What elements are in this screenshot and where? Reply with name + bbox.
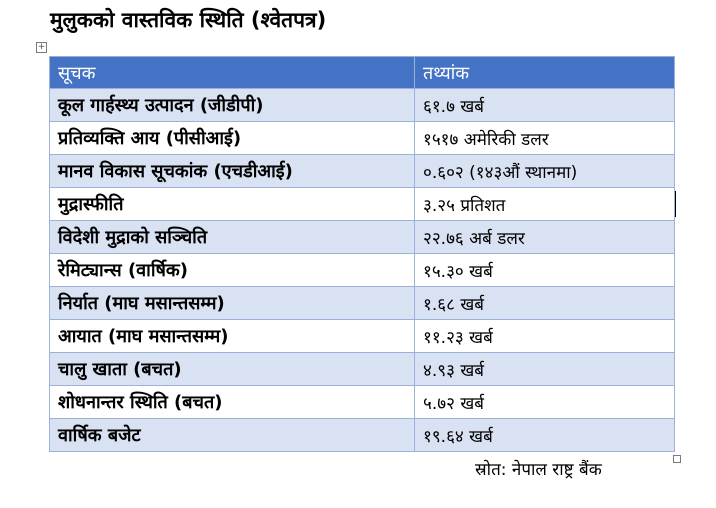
table-row: मुद्रास्फीति ३.२५ प्रतिशत	[49, 187, 675, 221]
table-resize-handle[interactable]	[673, 455, 681, 463]
document-title: मुलुकको वास्तविक स्थिति (श्वेतपत्र)	[50, 8, 327, 32]
row-metric[interactable]: आयात (माघ मसान्तसम्म)	[49, 319, 415, 353]
row-metric[interactable]: रेमिट्यान्स (वार्षिक)	[49, 253, 415, 287]
row-metric[interactable]: निर्यात (माघ मसान्तसम्म)	[49, 286, 415, 320]
table-row: रेमिट्यान्स (वार्षिक) १५.३० खर्ब	[49, 253, 675, 287]
table-header-row: सूचक तथ्यांक	[49, 56, 675, 89]
table-row: प्रतिव्यक्ति आय (पीसीआई) १५१७ अमेरिकी डल…	[49, 121, 675, 155]
source-note: स्रोत: नेपाल राष्ट्र बैंक	[475, 460, 602, 480]
row-metric[interactable]: वार्षिक बजेट	[49, 418, 415, 452]
table-row: मानव विकास सूचकांक (एचडीआई) ०.६०२ (१४३औं…	[49, 154, 675, 188]
row-value[interactable]: २२.७६ अर्ब डलर	[414, 220, 675, 254]
header-indicator: सूचक	[49, 56, 415, 89]
statistics-table: सूचक तथ्यांक कूल गार्हस्थ्य उत्पादन (जीड…	[49, 56, 675, 452]
table-move-handle-icon[interactable]: +	[36, 42, 47, 53]
table-row: कूल गार्हस्थ्य उत्पादन (जीडीपी) ६१.७ खर्…	[49, 88, 675, 122]
row-value[interactable]: ०.६०२ (१४३औं स्थानमा)	[414, 154, 675, 188]
row-metric[interactable]: विदेशी मुद्राको सञ्चिति	[49, 220, 415, 254]
row-metric[interactable]: प्रतिव्यक्ति आय (पीसीआई)	[49, 121, 415, 155]
row-value[interactable]: ११.२३ खर्ब	[414, 319, 675, 353]
row-value[interactable]: १५.३० खर्ब	[414, 253, 675, 287]
row-metric[interactable]: मानव विकास सूचकांक (एचडीआई)	[49, 154, 415, 188]
row-value[interactable]: ५.७२ खर्ब	[414, 385, 675, 419]
text-cursor	[675, 191, 676, 217]
row-metric[interactable]: शोधनान्तर स्थिति (बचत)	[49, 385, 415, 419]
row-value[interactable]: १५१७ अमेरिकी डलर	[414, 121, 675, 155]
row-value[interactable]: ६१.७ खर्ब	[414, 88, 675, 122]
row-metric[interactable]: कूल गार्हस्थ्य उत्पादन (जीडीपी)	[49, 88, 415, 122]
row-metric[interactable]: मुद्रास्फीति	[49, 187, 415, 221]
table-row: वार्षिक बजेट १९.६४ खर्ब	[49, 418, 675, 452]
table-row: चालु खाता (बचत) ४.९३ खर्ब	[49, 352, 675, 386]
header-data: तथ्यांक	[414, 56, 675, 89]
row-value[interactable]: १९.६४ खर्ब	[414, 418, 675, 452]
table-row: विदेशी मुद्राको सञ्चिति २२.७६ अर्ब डलर	[49, 220, 675, 254]
table-row: आयात (माघ मसान्तसम्म) ११.२३ खर्ब	[49, 319, 675, 353]
table-row: शोधनान्तर स्थिति (बचत) ५.७२ खर्ब	[49, 385, 675, 419]
row-value[interactable]: ३.२५ प्रतिशत	[414, 187, 675, 221]
row-value[interactable]: ४.९३ खर्ब	[414, 352, 675, 386]
row-metric[interactable]: चालु खाता (बचत)	[49, 352, 415, 386]
table-row: निर्यात (माघ मसान्तसम्म) १.६८ खर्ब	[49, 286, 675, 320]
row-value[interactable]: १.६८ खर्ब	[414, 286, 675, 320]
